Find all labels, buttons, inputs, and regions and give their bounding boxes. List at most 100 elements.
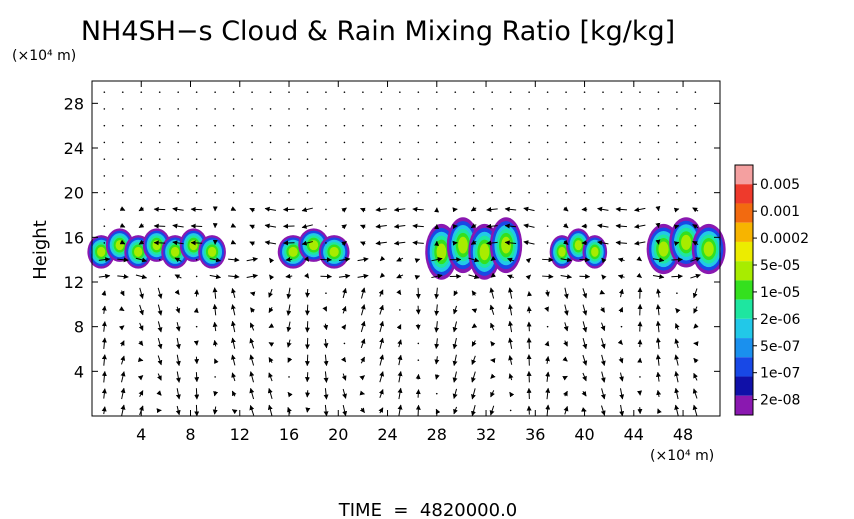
wind-arrow (268, 307, 274, 313)
vector-dot (509, 91, 512, 93)
vector-dot (639, 191, 641, 194)
vector-dot (103, 141, 106, 144)
wind-arrow (378, 407, 384, 414)
wind-arrow (379, 304, 384, 315)
wind-arrow (268, 288, 273, 298)
vector-dot (325, 108, 327, 110)
wind-arrow (674, 371, 680, 383)
wind-arrow (138, 239, 145, 245)
wind-arrow (360, 304, 366, 316)
wind-arrow (544, 340, 550, 347)
vector-dot (380, 191, 383, 194)
wind-arrow (655, 304, 661, 316)
wind-arrow (138, 322, 144, 331)
wind-arrow (359, 407, 365, 413)
vector-dot (620, 191, 623, 194)
wind-arrow (101, 290, 107, 296)
wind-arrow (690, 273, 701, 279)
vector-dot (583, 158, 586, 160)
vector-dot (417, 175, 420, 177)
vector-dot (491, 108, 493, 110)
colorbar-swatch (735, 280, 753, 300)
wind-arrow (655, 239, 661, 245)
wind-arrow (692, 288, 698, 299)
wind-arrow (286, 339, 292, 348)
wind-arrow (138, 223, 145, 229)
vector-dot (565, 141, 567, 144)
wind-arrow (157, 337, 163, 350)
vector-dot (509, 175, 512, 177)
wind-arrow (119, 239, 126, 245)
wind-arrow (341, 324, 347, 330)
vector-dot (620, 108, 623, 110)
vector-dot (472, 91, 475, 93)
wind-arrow (508, 287, 513, 299)
vector-dot (472, 124, 475, 127)
vector-dot (399, 309, 401, 311)
wind-arrow (600, 371, 606, 383)
wind-arrow (563, 322, 569, 332)
x-tick-label: 28 (427, 425, 447, 444)
wind-arrow (304, 256, 310, 262)
wind-arrow (264, 223, 277, 229)
vector-dot (509, 409, 512, 412)
vector-dot (528, 191, 530, 194)
wind-arrow (563, 390, 568, 397)
wind-arrow (655, 222, 661, 229)
wind-arrow (228, 257, 240, 263)
vector-dot (602, 108, 604, 110)
vector-dot (565, 91, 567, 93)
vector-dot (546, 158, 549, 160)
wind-arrow (246, 273, 258, 279)
wind-arrow (634, 207, 646, 213)
colorbar-label: 5e-07 (760, 339, 800, 355)
vector-dot (509, 141, 512, 144)
wind-arrow (304, 272, 310, 279)
vector-dot (158, 175, 161, 177)
wind-arrow (268, 357, 274, 364)
vector-dot (195, 175, 198, 177)
wind-arrow (338, 273, 351, 279)
vector-dot (583, 91, 586, 93)
wind-arrow (490, 373, 496, 379)
vector-dot (694, 191, 697, 194)
vector-dot (288, 124, 290, 127)
wind-arrow (655, 337, 661, 349)
wind-arrow (601, 274, 607, 280)
wind-arrow (453, 406, 458, 415)
wind-arrow (582, 288, 588, 299)
wind-arrow (338, 257, 351, 262)
wind-arrow (175, 322, 181, 332)
wind-arrow (379, 389, 384, 399)
wind-arrow (269, 257, 275, 264)
wind-arrow (230, 354, 236, 366)
vector-dot (694, 108, 697, 110)
colorbar-label: 2e-08 (760, 393, 800, 409)
wind-arrow (434, 287, 440, 300)
wind-arrow (249, 207, 255, 213)
vector-dot (583, 124, 586, 127)
wind-arrow (193, 340, 199, 346)
vector-dot (232, 191, 235, 194)
vector-dot (195, 325, 198, 328)
vector-dot (343, 158, 346, 160)
vector-dot (343, 175, 346, 177)
wind-arrow (617, 257, 625, 263)
wind-arrow (489, 405, 495, 416)
vector-dot (343, 342, 346, 345)
wind-arrow (269, 274, 275, 281)
wind-arrow (212, 339, 218, 347)
wind-arrow (209, 257, 222, 263)
vector-dot (121, 158, 124, 160)
x-tick-label: 44 (624, 425, 644, 444)
x-tick-label: 12 (230, 425, 250, 444)
vector-dot (158, 141, 161, 144)
x-unit-label: (×10⁴ m) (650, 448, 714, 464)
wind-arrow (560, 257, 572, 263)
vector-dot (435, 124, 438, 127)
vector-dot (676, 124, 678, 127)
vector-dot (288, 376, 290, 378)
x-tick-label: 16 (279, 425, 299, 444)
vector-dot (509, 108, 512, 110)
wind-arrow (601, 257, 607, 264)
